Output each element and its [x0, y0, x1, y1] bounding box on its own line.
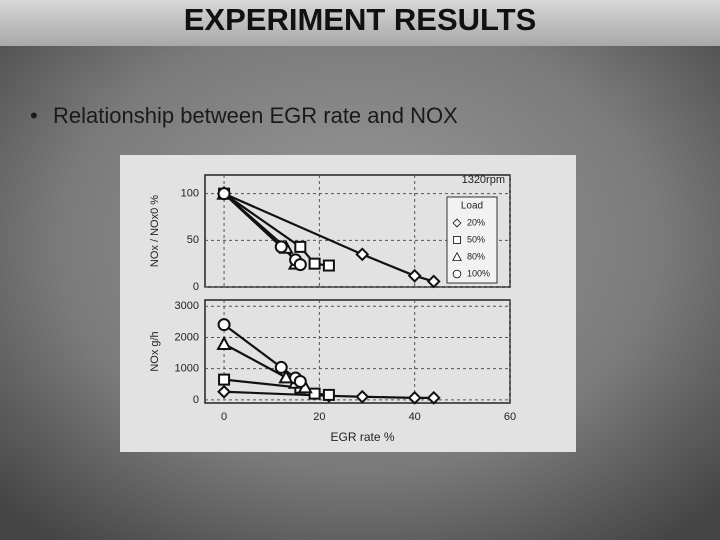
y-axis-label: NOx g/h [149, 331, 161, 371]
bullet-text: Relationship between EGR rate and NOX [53, 103, 458, 128]
data-point [426, 390, 441, 405]
data-point [216, 335, 232, 351]
data-point [308, 387, 321, 400]
y-tick-label: 0 [193, 281, 199, 293]
x-tick-label: 20 [313, 411, 325, 423]
bullet-dot: • [30, 103, 38, 128]
plot-frame [204, 299, 511, 404]
annotation: 1320rpm [462, 174, 505, 186]
series-line [223, 192, 435, 283]
series-line [223, 192, 330, 267]
x-tick-label: 0 [221, 411, 227, 423]
data-point [217, 318, 231, 332]
data-point [308, 257, 321, 270]
data-point [407, 268, 422, 283]
data-point [293, 258, 307, 272]
data-point [274, 240, 288, 254]
title-bar [0, 0, 720, 46]
data-point [294, 240, 307, 253]
legend-title: Load [461, 201, 483, 212]
data-point [278, 369, 294, 384]
data-point [218, 373, 231, 386]
legend-marker [452, 269, 462, 279]
y-tick-label: 50 [187, 234, 199, 246]
x-tick-label: 40 [409, 411, 421, 423]
data-point [322, 388, 335, 401]
data-point [217, 187, 231, 201]
legend-label: 80% [467, 251, 485, 261]
data-point [407, 390, 422, 405]
legend-label: 50% [467, 234, 485, 244]
data-point [355, 389, 370, 404]
data-point [322, 259, 335, 272]
y-tick-label: 2000 [175, 331, 199, 343]
data-point [293, 374, 307, 388]
data-point [217, 384, 231, 399]
data-point [426, 274, 441, 289]
y-axis-label: NOx / NOx0 % [149, 195, 161, 267]
data-point [274, 360, 288, 374]
y-tick-label: 3000 [175, 300, 199, 312]
y-tick-label: 1000 [175, 363, 199, 375]
legend-marker [452, 218, 462, 228]
legend-label: 20% [467, 217, 485, 227]
legend-label: 100% [467, 268, 490, 278]
data-point [355, 247, 370, 262]
legend-marker [452, 251, 462, 261]
slide-title: EXPERIMENT RESULTS [184, 2, 537, 37]
x-tick-label: 60 [504, 411, 516, 423]
x-axis-label: EGR rate % [330, 430, 394, 444]
y-tick-label: 100 [181, 188, 199, 200]
legend-marker [453, 236, 461, 244]
y-tick-label: 0 [193, 394, 199, 406]
